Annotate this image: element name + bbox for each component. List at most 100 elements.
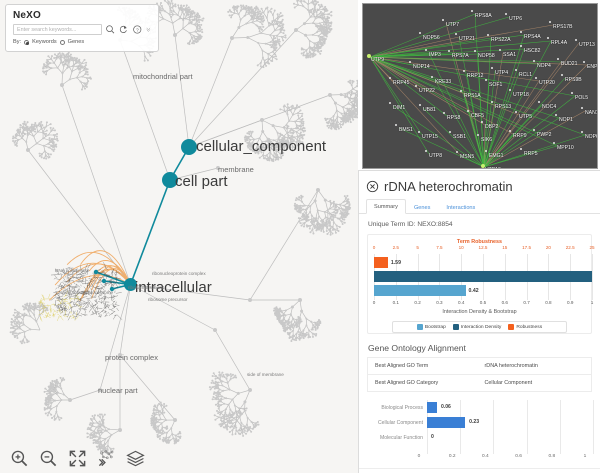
gene-node-RPS7A[interactable] (448, 50, 451, 53)
detail-tabs[interactable]: Summary Genes Interactions (359, 198, 600, 214)
gene-node-POL5[interactable] (571, 92, 574, 95)
tree-toolbar[interactable] (0, 443, 358, 473)
top-axis-tick: 5 (416, 245, 419, 250)
gene-node-DIM1[interactable] (389, 102, 392, 105)
gene-node-RRP5[interactable] (520, 148, 523, 151)
search-by-label: By: (13, 39, 22, 45)
gene-node-UTP20[interactable] (535, 77, 538, 80)
gene-node-UTP10[interactable] (481, 164, 485, 168)
refresh-icon[interactable] (118, 24, 129, 35)
go-bar-row: Biological Process 0.06 (367, 400, 592, 415)
top-axis-tick: 10 (458, 245, 464, 250)
gene-node-SIK6[interactable] (477, 134, 480, 137)
gene-node-UTP18[interactable] (509, 89, 512, 92)
gene-node-NOP56[interactable] (419, 32, 422, 35)
gene-node-DBP2[interactable] (481, 121, 484, 124)
go-category-value: Cellular Component (484, 380, 533, 386)
tab-genes[interactable]: Genes (413, 205, 431, 211)
hub-node-cell-part[interactable] (162, 172, 178, 188)
gene-node-RPS13[interactable] (491, 101, 494, 104)
gene-node-UTP9[interactable] (367, 54, 371, 58)
gene-node-NOP4[interactable] (533, 60, 536, 63)
bottom-axis-tick: 0.6 (501, 300, 508, 305)
hub-node-cellular-component[interactable] (181, 139, 197, 155)
gene-node-UTP13[interactable] (575, 39, 578, 42)
go-axis-tick: 0.2 (448, 454, 456, 459)
gene-node-UTP21[interactable] (455, 33, 458, 36)
gene-node-CBF5[interactable] (467, 110, 470, 113)
gene-node-UTP15[interactable] (418, 131, 421, 134)
gene-node-UTP4[interactable] (491, 67, 494, 70)
ontology-tree-graph[interactable] (0, 0, 358, 473)
gene-node-NOP1[interactable] (555, 114, 558, 117)
gene-node-KRE33[interactable] (431, 76, 434, 79)
gene-node-RPS8A[interactable] (471, 10, 474, 13)
gene-node-UTP7[interactable] (442, 19, 445, 22)
gene-node-RRP45[interactable] (389, 77, 392, 80)
top-axis-tick: 2.5 (392, 245, 399, 250)
zoom-in-icon[interactable] (10, 449, 29, 468)
gene-node-UTP8[interactable] (425, 150, 428, 153)
search-input[interactable] (13, 24, 102, 35)
legend-label: Robustness (516, 324, 543, 330)
grid-line (493, 400, 495, 454)
gene-node-BUD21[interactable] (557, 58, 560, 61)
gene-node-SOF1[interactable] (485, 79, 488, 82)
gene-node-RPL4A[interactable] (547, 37, 550, 40)
gene-node-UTP5[interactable] (515, 111, 518, 114)
tab-summary[interactable]: Summary (366, 199, 406, 214)
gene-node-RPS22A[interactable] (487, 34, 490, 37)
gene-node-SSB1[interactable] (449, 131, 452, 134)
gene-node-NOP14[interactable] (409, 61, 412, 64)
gene-node-UTP6[interactable] (505, 13, 508, 16)
gene-node-NAN1[interactable] (581, 107, 584, 110)
gene-node-RPS1A[interactable] (460, 90, 463, 93)
gene-node-RPS9B[interactable] (561, 74, 564, 77)
legend-swatch (416, 324, 423, 330)
gene-node-IMP3[interactable] (425, 49, 428, 52)
help-icon[interactable]: ? (132, 24, 143, 35)
gene-node-RPS4A[interactable] (520, 31, 523, 34)
layers-icon[interactable] (126, 449, 145, 468)
fit-screen-icon[interactable] (68, 449, 87, 468)
ontology-tree-panel[interactable]: cellular_component cell part intracellular… (0, 0, 358, 473)
gene-node-ENP1[interactable] (583, 61, 586, 64)
gene-node-UB81[interactable] (419, 104, 422, 107)
tab-interactions[interactable]: Interactions (446, 205, 476, 211)
gene-node-NOC4[interactable] (538, 101, 541, 104)
gene-node-PWP2[interactable] (533, 129, 536, 132)
gene-node-NOP58[interactable] (474, 50, 477, 53)
gene-node-HSC82[interactable] (520, 45, 523, 48)
bottom-axis-tick: 0.1 (392, 300, 399, 305)
go-bar (427, 402, 437, 413)
search-panel[interactable]: NeXO ? (5, 4, 159, 52)
radio-genes[interactable] (59, 39, 65, 45)
radio-keywords[interactable] (24, 39, 30, 45)
close-circle-icon[interactable] (366, 180, 379, 193)
gene-node-UTP22[interactable] (415, 85, 418, 88)
chart-top-axis-title: Term Robustness (456, 239, 503, 245)
robustness-chart-card: Term Robustness 0 2.5 5 7.5 10 12.5 15 17.5 20 22… (367, 234, 595, 334)
expand-icon[interactable] (145, 24, 152, 35)
gene-node-RPS17B[interactable] (549, 21, 552, 24)
gene-node-NOP6[interactable] (581, 131, 584, 134)
gene-node-EMG1[interactable] (485, 150, 488, 153)
gene-node-RCL1[interactable] (515, 69, 518, 72)
gene-node-BMS1[interactable] (395, 124, 398, 127)
gene-node-RPS8[interactable] (443, 112, 446, 115)
gene-interaction-network[interactable]: UTP9UTP10RPS8AUTP6UTP7RPS17BNOP56UTP21RP… (362, 3, 598, 169)
gene-node-SSA1[interactable] (499, 49, 502, 52)
term-detail-panel[interactable]: rDNA heterochromatin Summary Genes Inter… (358, 170, 600, 473)
top-axis-tick: 12.5 (478, 245, 488, 250)
hub-node-intracellular[interactable] (124, 278, 137, 291)
search-icon[interactable] (105, 24, 116, 35)
gene-node-MSN5[interactable] (456, 151, 459, 154)
zoom-out-icon[interactable] (39, 449, 58, 468)
collapse-icon[interactable] (97, 449, 116, 468)
go-bar (427, 417, 466, 428)
biological-process-heading: Biological Process (359, 468, 600, 473)
gene-node-MPP10[interactable] (553, 142, 556, 145)
gene-node-RRP9[interactable] (509, 130, 512, 133)
bottom-axis-tick: 0.9 (566, 300, 574, 305)
gene-node-RRP12[interactable] (463, 70, 466, 73)
